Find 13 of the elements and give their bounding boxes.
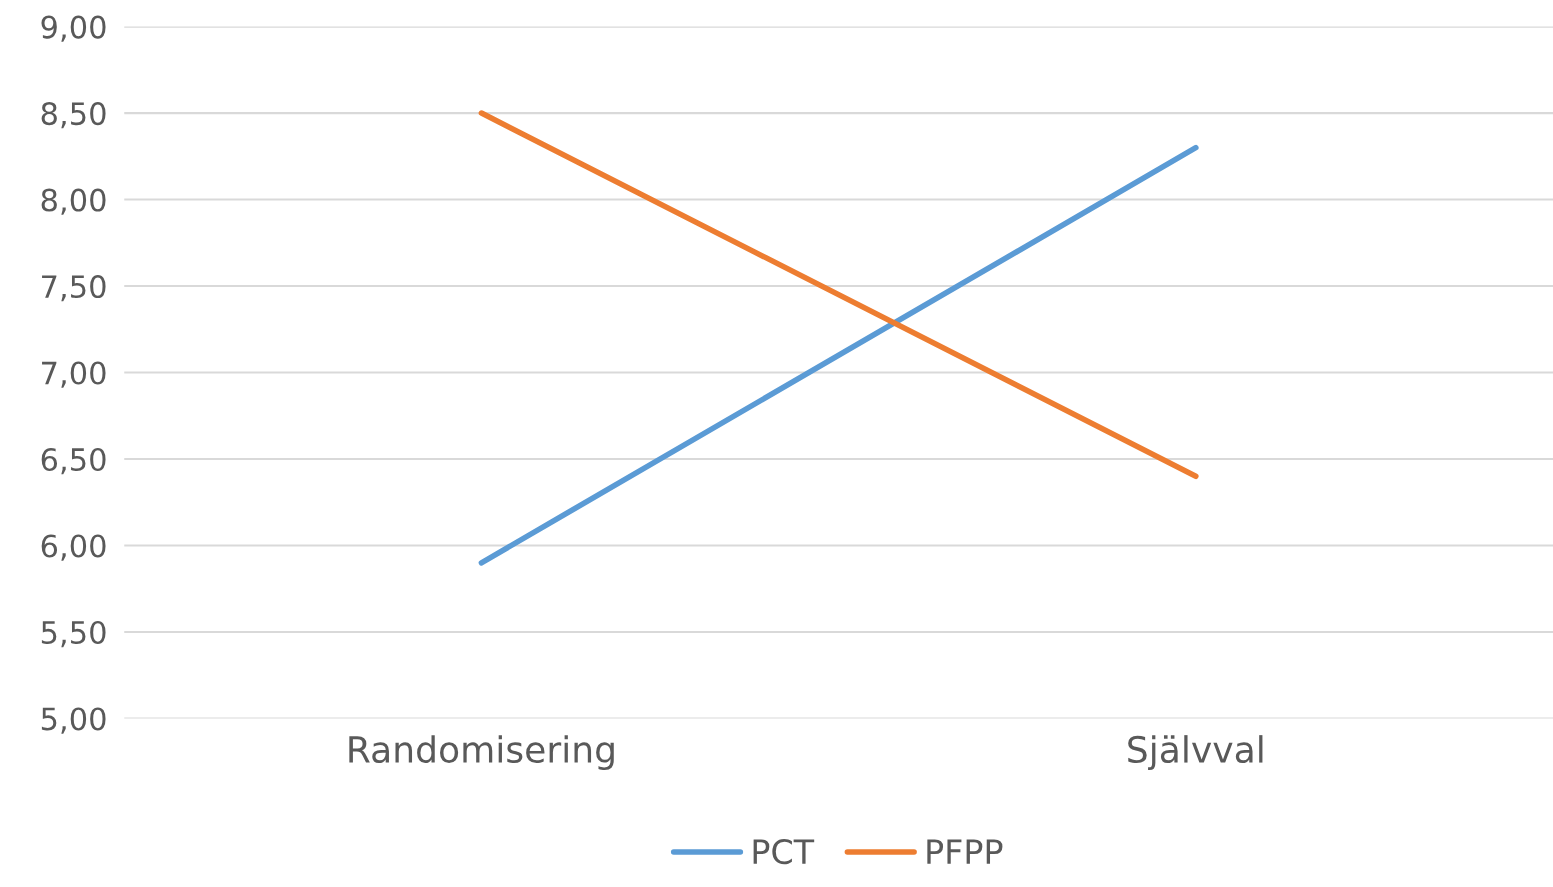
y-tick-label: 6,50 [41, 447, 106, 475]
x-tick-label: Randomisering [349, 735, 614, 771]
y-tick-label: 7,00 [42, 361, 106, 388]
y-tick-label: 8,50 [41, 102, 106, 129]
y-tick-label: 9,00 [41, 15, 106, 42]
legend-label: PFPP [927, 839, 1003, 864]
y-tick-label: 7,50 [42, 274, 106, 302]
y-tick-label: 8,00 [41, 188, 106, 215]
x-tick-label: Självval [1128, 735, 1263, 771]
legend-label: PCT [753, 839, 815, 865]
y-tick-label: 5,00 [41, 707, 106, 734]
y-tick-label: 6,00 [41, 534, 106, 561]
y-tick-label: 5,50 [41, 620, 106, 648]
